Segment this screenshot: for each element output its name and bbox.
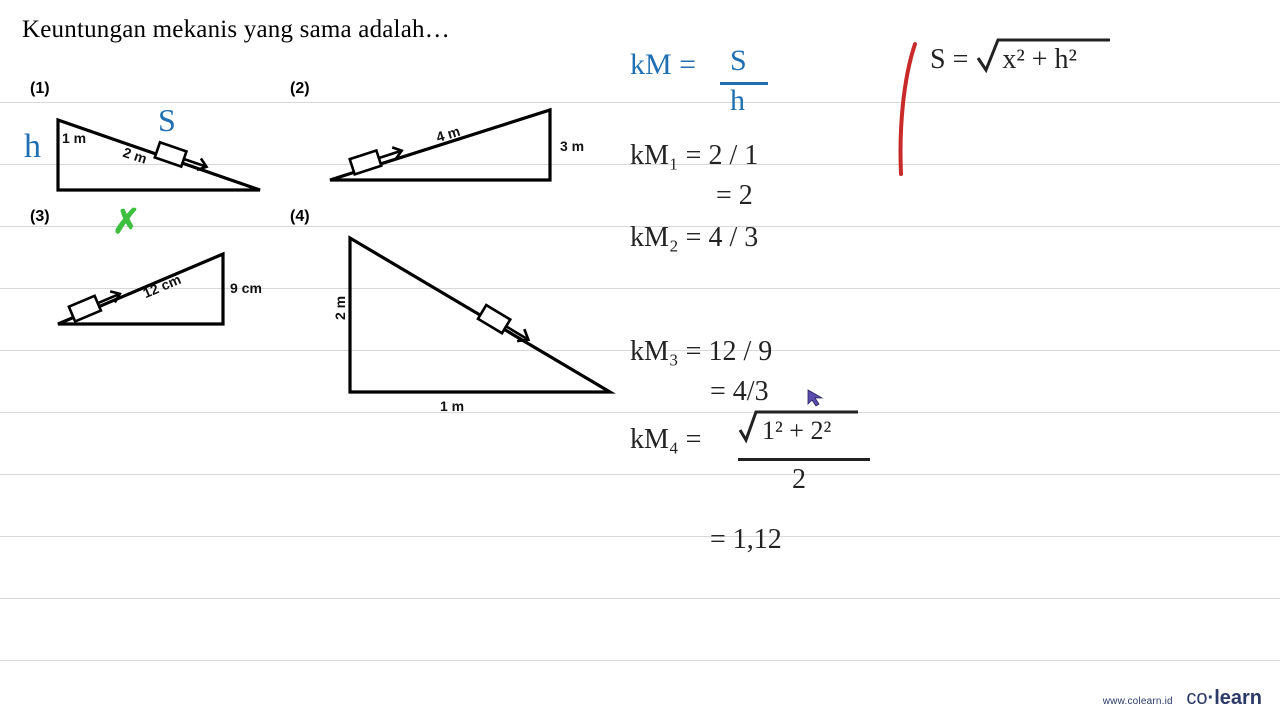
d3-height: 9 cm	[230, 280, 262, 296]
brand-logo: www.colearn.id co·learn	[1103, 687, 1262, 710]
cursor-icon	[806, 388, 824, 406]
annot-s: S	[158, 102, 176, 139]
s-formula-s: S =	[930, 44, 975, 75]
km3-a: kM₃ = 12 / 9	[630, 336, 772, 368]
diagram-1-num: (1)	[30, 80, 50, 98]
brand-url: www.colearn.id	[1103, 696, 1173, 707]
brand-co: co	[1186, 687, 1207, 709]
km1-a: kM₁ = 2 / 1	[630, 140, 758, 172]
km-formula-num: S	[730, 44, 747, 78]
s-formula: S = x² + h²	[930, 44, 1057, 76]
annot-h: h	[24, 128, 41, 166]
diagram-2	[320, 100, 570, 200]
km-formula-left: kM =	[630, 48, 696, 82]
d4-height: 2 m	[332, 296, 348, 320]
d1-height: 1 m	[62, 130, 86, 146]
km4-den: 2	[792, 464, 806, 496]
km4-rad-body: 1² + 2²	[762, 416, 831, 445]
brand-learn: learn	[1214, 687, 1262, 709]
s-formula-body: x² + h²	[1002, 44, 1077, 75]
diagram-2-num: (2)	[290, 80, 310, 98]
d4-base: 1 m	[440, 398, 464, 414]
diagram-3-num: (3)	[30, 208, 50, 226]
km-formula-den: h	[730, 84, 745, 118]
km4-rad: 1² + 2²	[744, 416, 813, 446]
km2: kM₂ = 4 / 3	[630, 222, 758, 254]
km3-b: = 4/3	[710, 376, 769, 408]
annot-x: ✗	[112, 202, 141, 242]
diagram-4-num: (4)	[290, 208, 310, 226]
km4-b: = 1,12	[710, 524, 782, 556]
question-text: Keuntungan mekanis yang sama adalah…	[22, 16, 450, 44]
km1-b: = 2	[716, 180, 753, 212]
km4-fracline	[738, 458, 870, 461]
red-separator	[885, 40, 925, 180]
diagram-4	[330, 220, 630, 420]
d2-height: 3 m	[560, 138, 584, 154]
km4-left: kM₄ =	[630, 424, 701, 456]
